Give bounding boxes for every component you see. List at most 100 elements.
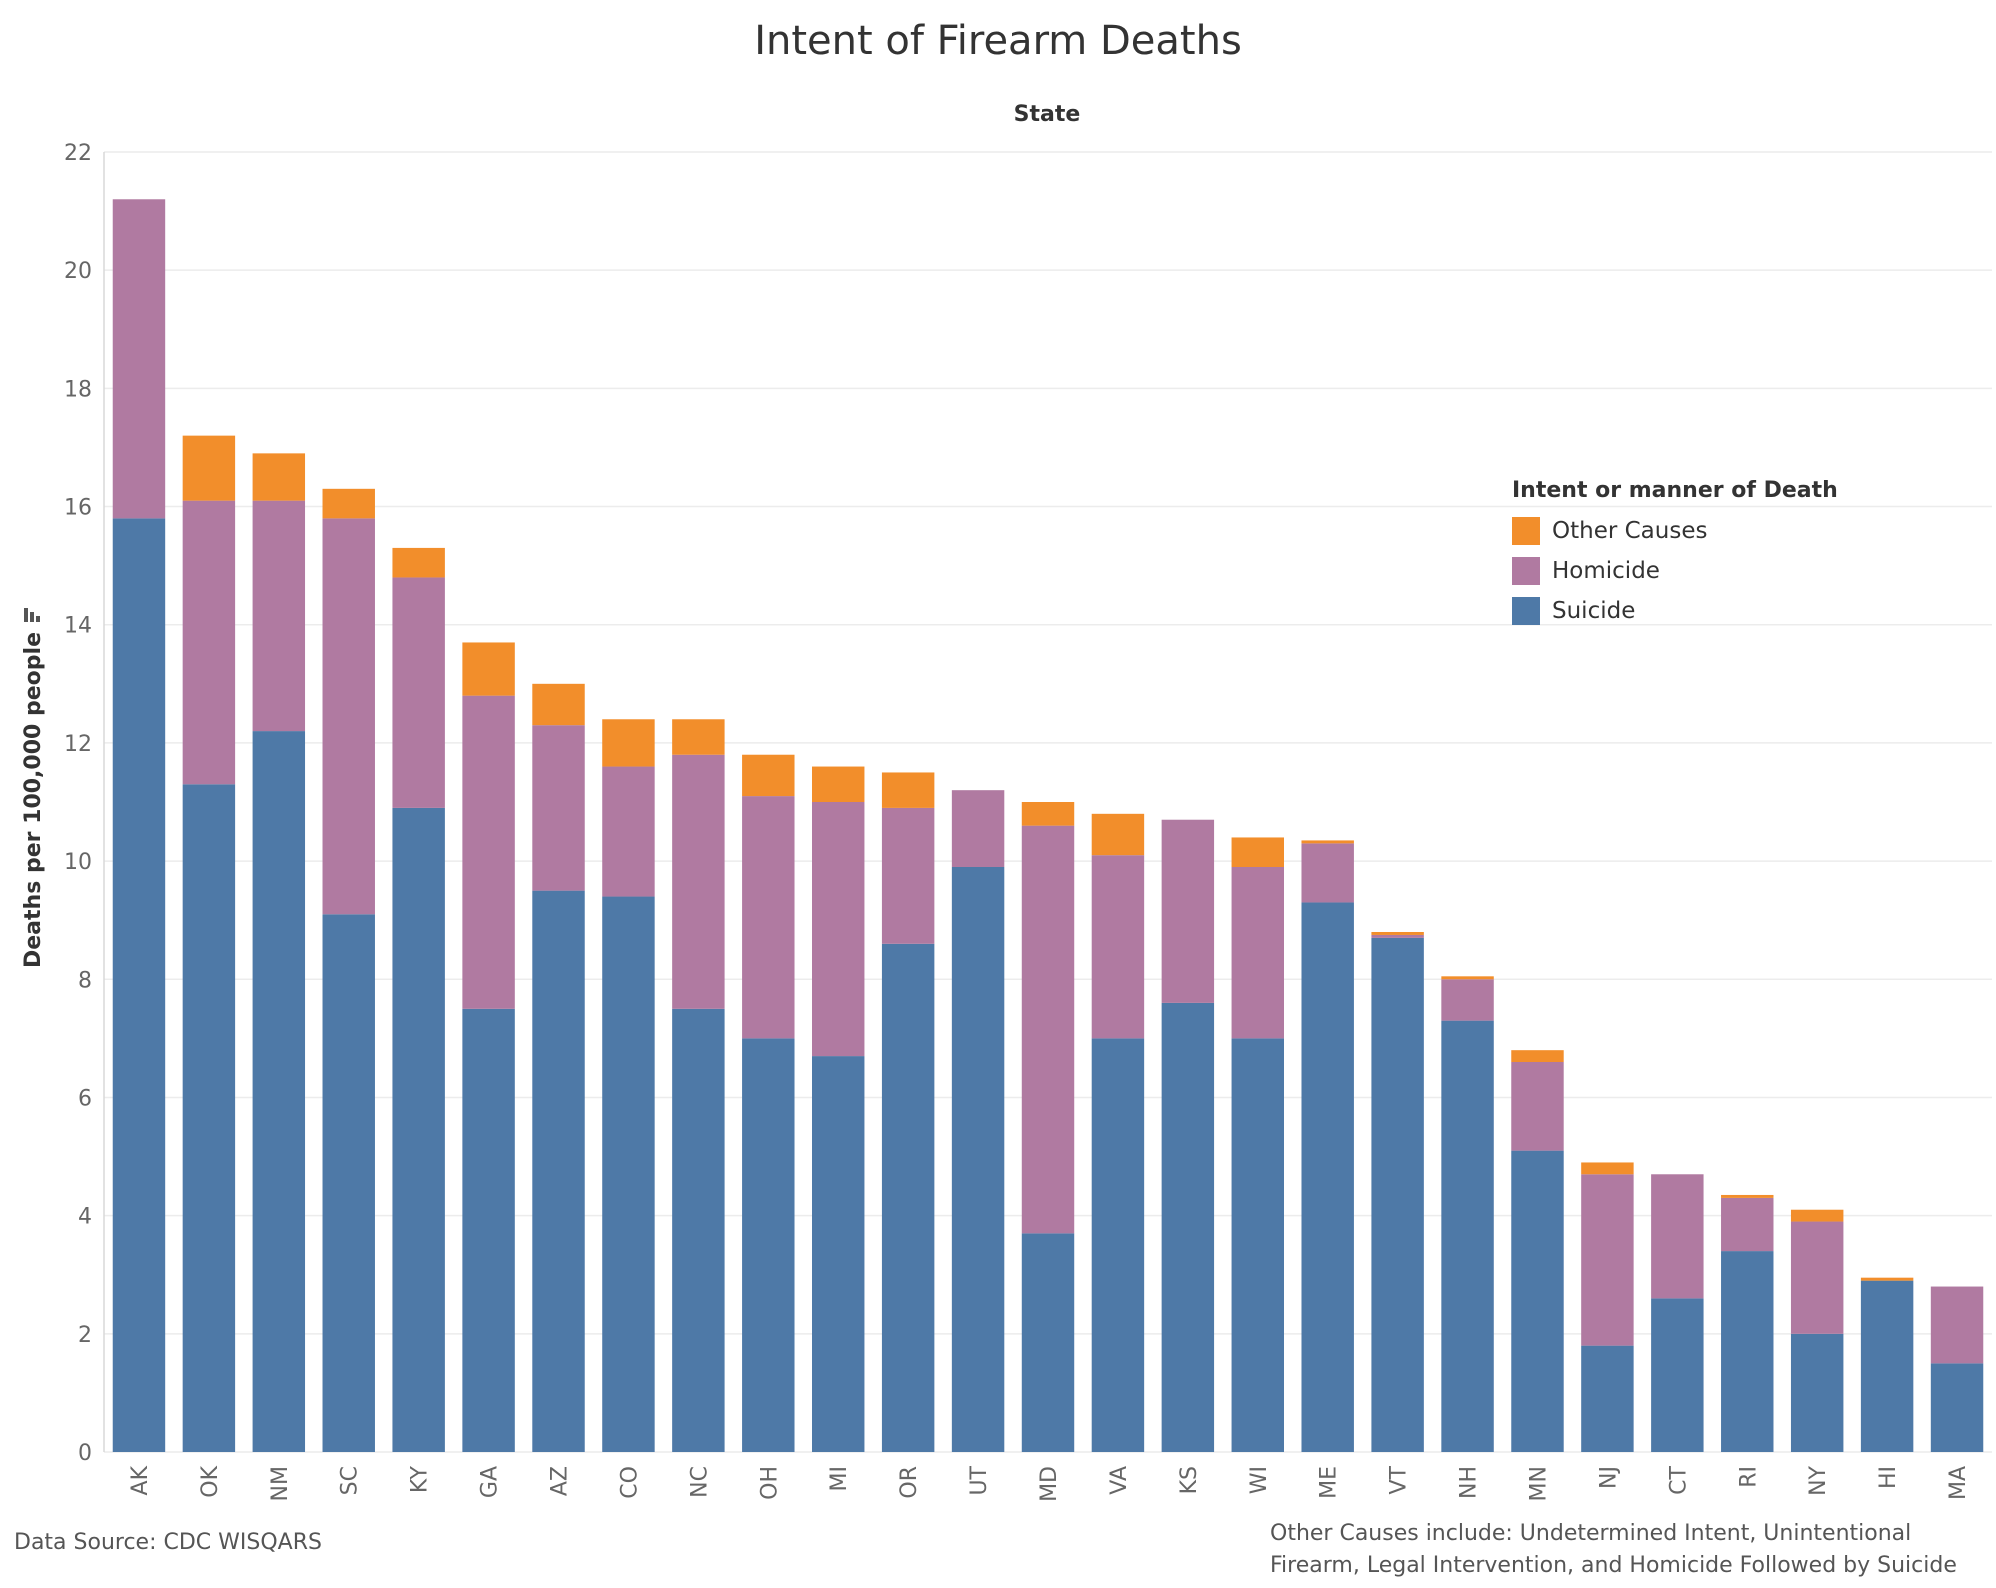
bar-other-causes-ri[interactable]: [1721, 1194, 1774, 1198]
bar-homicide-ky[interactable]: [392, 577, 445, 808]
bar-other-causes-ok[interactable]: [182, 435, 236, 501]
bar-homicide-sc[interactable]: [322, 518, 375, 915]
x-tick-label: VT: [1387, 1465, 1412, 1494]
bar-suicide-ok[interactable]: [182, 784, 236, 1452]
bar-homicide-mi[interactable]: [812, 802, 865, 1057]
bar-homicide-mn[interactable]: [1511, 1062, 1564, 1151]
bar-suicide-mi[interactable]: [812, 1056, 865, 1452]
bar-other-causes-sc[interactable]: [322, 488, 375, 519]
bar-suicide-hi[interactable]: [1860, 1280, 1914, 1452]
bar-homicide-ak[interactable]: [112, 199, 166, 519]
bar-homicide-az[interactable]: [532, 725, 585, 891]
bar-suicide-co[interactable]: [602, 896, 655, 1452]
bar-other-causes-nm[interactable]: [252, 453, 306, 501]
bar-homicide-ri[interactable]: [1721, 1197, 1774, 1252]
x-tick-label: NC: [687, 1466, 712, 1498]
bar-other-causes-me[interactable]: [1301, 840, 1354, 844]
bar-other-causes-nc[interactable]: [672, 719, 725, 755]
y-tick-label: 0: [78, 1441, 92, 1466]
bar-homicide-va[interactable]: [1091, 855, 1145, 1039]
bar-suicide-ma[interactable]: [1930, 1363, 1984, 1452]
bar-suicide-mn[interactable]: [1511, 1150, 1564, 1452]
bar-other-causes-wi[interactable]: [1231, 837, 1284, 867]
x-tick-label: WI: [1247, 1466, 1272, 1494]
y-tick-label: 12: [64, 732, 92, 757]
bar-homicide-nc[interactable]: [672, 754, 725, 1009]
x-tick-label: SC: [338, 1466, 363, 1495]
y-tick-label: 14: [64, 614, 92, 639]
y-tick-label: 10: [64, 850, 92, 875]
legend-items: Other Causes Homicide Suicide: [1512, 511, 1838, 631]
bar-other-causes-hi[interactable]: [1860, 1277, 1914, 1281]
bar-suicide-nc[interactable]: [672, 1008, 725, 1452]
bar-other-causes-vt[interactable]: [1371, 932, 1424, 935]
bar-other-causes-md[interactable]: [1021, 802, 1075, 826]
bar-suicide-ks[interactable]: [1161, 1002, 1215, 1452]
x-tick-label: AZ: [548, 1466, 573, 1496]
bar-other-causes-ny[interactable]: [1790, 1209, 1844, 1222]
bar-suicide-md[interactable]: [1021, 1233, 1075, 1452]
bar-homicide-ga[interactable]: [462, 695, 515, 1009]
bar-suicide-ga[interactable]: [462, 1008, 515, 1452]
bar-homicide-nm[interactable]: [252, 500, 306, 732]
bar-suicide-nh[interactable]: [1441, 1020, 1494, 1452]
footnote-line-1: Other Causes include: Undetermined Inten…: [1270, 1521, 1912, 1546]
bar-suicide-sc[interactable]: [322, 914, 375, 1452]
bar-suicide-nm[interactable]: [252, 731, 306, 1452]
bar-other-causes-or[interactable]: [881, 772, 935, 808]
bar-homicide-md[interactable]: [1021, 825, 1075, 1234]
bar-suicide-oh[interactable]: [742, 1038, 795, 1452]
x-tick-label: MA: [1946, 1466, 1971, 1500]
bar-suicide-ky[interactable]: [392, 807, 445, 1452]
bar-homicide-ct[interactable]: [1651, 1174, 1704, 1299]
bar-other-causes-nj[interactable]: [1581, 1162, 1634, 1175]
bar-suicide-ny[interactable]: [1790, 1333, 1844, 1452]
bar-suicide-vt[interactable]: [1371, 937, 1424, 1452]
bar-homicide-ma[interactable]: [1930, 1286, 1984, 1364]
bar-other-causes-oh[interactable]: [742, 754, 795, 797]
bar-homicide-ny[interactable]: [1790, 1221, 1844, 1334]
bar-suicide-ri[interactable]: [1721, 1251, 1774, 1452]
bar-homicide-or[interactable]: [881, 807, 935, 944]
legend-label: Suicide: [1552, 598, 1636, 624]
bar-suicide-ct[interactable]: [1651, 1298, 1704, 1452]
bar-other-causes-mn[interactable]: [1511, 1050, 1564, 1062]
bar-other-causes-mi[interactable]: [812, 766, 865, 802]
sort-icon[interactable]: [24, 608, 40, 622]
bar-suicide-va[interactable]: [1091, 1038, 1145, 1452]
bar-homicide-nh[interactable]: [1441, 979, 1494, 1021]
legend-item-other-causes[interactable]: Other Causes: [1512, 511, 1838, 551]
x-tick-label: KS: [1177, 1466, 1202, 1494]
bars: [112, 199, 1984, 1452]
bar-homicide-ok[interactable]: [182, 500, 236, 785]
bar-other-causes-nh[interactable]: [1441, 976, 1494, 980]
bar-suicide-az[interactable]: [532, 890, 585, 1452]
bar-homicide-nj[interactable]: [1581, 1174, 1634, 1346]
x-tick-label: VA: [1107, 1466, 1132, 1495]
bar-homicide-ut[interactable]: [951, 790, 1005, 867]
bar-suicide-ak[interactable]: [112, 518, 166, 1452]
bar-homicide-oh[interactable]: [742, 796, 795, 1039]
bar-suicide-ut[interactable]: [951, 867, 1005, 1452]
bar-homicide-ks[interactable]: [1161, 819, 1215, 1003]
bar-other-causes-va[interactable]: [1091, 813, 1145, 856]
bar-other-causes-az[interactable]: [532, 683, 585, 726]
bar-homicide-vt[interactable]: [1371, 934, 1424, 938]
bar-suicide-me[interactable]: [1301, 902, 1354, 1452]
legend-title: Intent or manner of Death: [1512, 478, 1838, 503]
bar-other-causes-ga[interactable]: [462, 642, 515, 696]
legend-item-suicide[interactable]: Suicide: [1512, 591, 1838, 631]
bar-suicide-nj[interactable]: [1581, 1345, 1634, 1452]
bar-homicide-me[interactable]: [1301, 843, 1354, 903]
x-tick-label: MD: [1037, 1466, 1062, 1502]
bar-homicide-co[interactable]: [602, 766, 655, 897]
bar-other-causes-co[interactable]: [602, 719, 655, 767]
bar-suicide-wi[interactable]: [1231, 1038, 1284, 1452]
data-source-note: Data Source: CDC WISQARS: [14, 1530, 322, 1555]
x-tick-label: GA: [478, 1466, 503, 1498]
legend-item-homicide[interactable]: Homicide: [1512, 551, 1838, 591]
bar-other-causes-ky[interactable]: [392, 547, 445, 578]
footnote-line-2: Firearm, Legal Intervention, and Homicid…: [1270, 1553, 1957, 1578]
bar-suicide-or[interactable]: [881, 943, 935, 1452]
bar-homicide-wi[interactable]: [1231, 867, 1284, 1039]
